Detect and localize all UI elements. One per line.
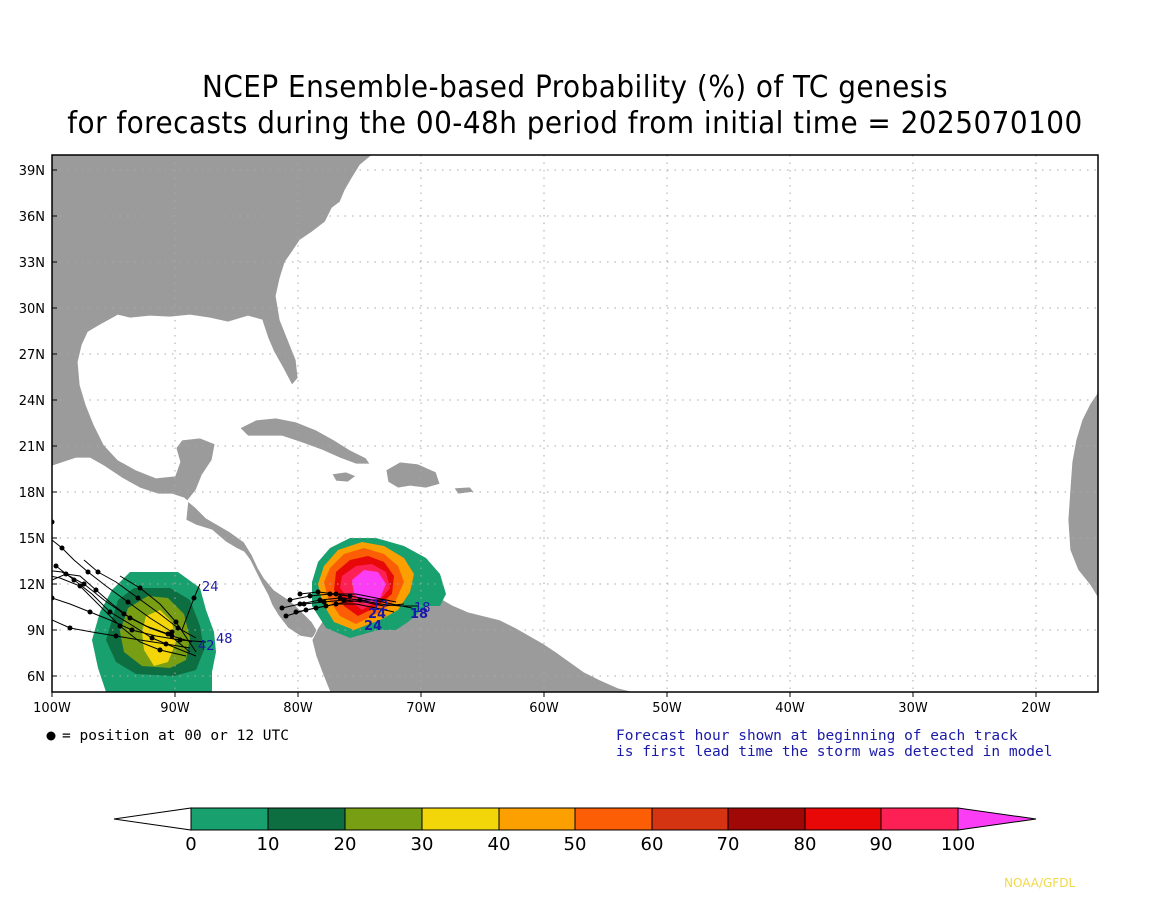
lat-label: 12N [19, 578, 45, 593]
land-hispaniola [385, 461, 441, 489]
forecast-note-line1: Forecast hour shown at beginning of each… [616, 728, 1018, 744]
lat-label: 18N [19, 486, 45, 501]
colorbar-tick-label: 20 [334, 834, 357, 855]
map-area: 24 42 48 24 18 12 18 24 [52, 155, 1098, 692]
lon-ticks [51, 692, 1037, 697]
colorbar-segment [267, 807, 346, 831]
colorbar-tick-label: 50 [564, 834, 587, 855]
colorbar-tick-label: 0 [185, 834, 196, 855]
probability-region-pacific [92, 572, 216, 692]
lon-label: 90W [160, 701, 190, 716]
lat-label: 30N [19, 302, 45, 317]
land-north-america [52, 155, 373, 639]
lat-label: 27N [19, 348, 45, 363]
lat-ticks [52, 169, 57, 677]
position-legend-text: = position at 00 or 12 UTC [62, 728, 289, 744]
credit-label: NOAA/GFDL [1004, 876, 1076, 890]
colorbar-segment [804, 807, 882, 831]
colorbar-segment [727, 807, 806, 831]
lon-label: 40W [775, 701, 805, 716]
lon-label: 30W [898, 701, 928, 716]
colorbar-tick-label: 30 [411, 834, 434, 855]
lat-label: 33N [19, 256, 45, 271]
lon-label: 80W [283, 701, 313, 716]
lat-label: 15N [19, 532, 45, 547]
lat-label: 36N [19, 210, 45, 225]
track-label: 18 [414, 601, 431, 616]
land-jamaica [331, 471, 357, 483]
track-label: 18 [410, 607, 428, 622]
colorbar-tick-label: 70 [717, 834, 740, 855]
colorbar-tick-label: 60 [641, 834, 664, 855]
lat-label: 21N [19, 440, 45, 455]
chart-title-line1: NCEP Ensemble-based Probability (%) of T… [201, 70, 949, 105]
position-legend-dot-icon [46, 731, 56, 741]
track-positions-caribbean [279, 589, 363, 619]
lat-labels: 39N 36N 33N 30N 27N 24N 21N 18N 15N 12N … [19, 164, 45, 685]
land-cuba [239, 417, 371, 465]
track-label: 24 [368, 607, 386, 622]
land-puerto-rico [453, 486, 475, 495]
colorbar-segment [190, 807, 269, 831]
colorbar-ticks: 0 10 20 30 40 50 60 70 80 90 100 [185, 834, 975, 855]
colorbar-tick-label: 40 [488, 834, 511, 855]
forecast-note-line2: is first lead time the storm was detecte… [616, 744, 1053, 760]
track-label: 42 [198, 639, 215, 654]
lat-label: 9N [27, 624, 45, 639]
colorbar-segment [574, 807, 653, 831]
map-frame [51, 154, 1099, 693]
probability-region-caribbean [312, 538, 446, 638]
colorbar-min-arrow [113, 807, 192, 831]
land-africa [1067, 391, 1098, 599]
colorbar-segment [498, 807, 576, 831]
colorbar-max-arrow [957, 807, 1037, 831]
lat-label: 6N [27, 670, 45, 685]
lon-label: 50W [652, 701, 682, 716]
track-label: 24 [364, 619, 382, 634]
lat-label: 24N [19, 394, 45, 409]
track-label: 24 [202, 580, 219, 595]
chart-title-line2: for forecasts during the 00-48h period f… [67, 106, 1083, 141]
colorbar-segment [344, 807, 423, 831]
track-label-group: 24 42 48 24 18 12 18 24 [198, 580, 431, 654]
track-label: 12 [372, 599, 389, 614]
colorbar-tick-label: 100 [941, 834, 975, 855]
lat-label: 39N [19, 164, 45, 179]
colorbar-tick-label: 80 [794, 834, 817, 855]
lon-labels: 100W 90W 80W 70W 60W 50W 40W 30W 20W [33, 701, 1051, 716]
lon-label: 100W [33, 701, 71, 716]
lon-label: 70W [406, 701, 436, 716]
colorbar-tick-label: 90 [870, 834, 893, 855]
colorbar-segment [421, 807, 500, 831]
colorbar [113, 807, 1037, 831]
lon-label: 60W [529, 701, 559, 716]
colorbar-segment [880, 807, 959, 831]
lon-label: 20W [1021, 701, 1051, 716]
track-label: 48 [216, 632, 233, 647]
colorbar-segment [651, 807, 729, 831]
colorbar-tick-label: 10 [257, 834, 280, 855]
